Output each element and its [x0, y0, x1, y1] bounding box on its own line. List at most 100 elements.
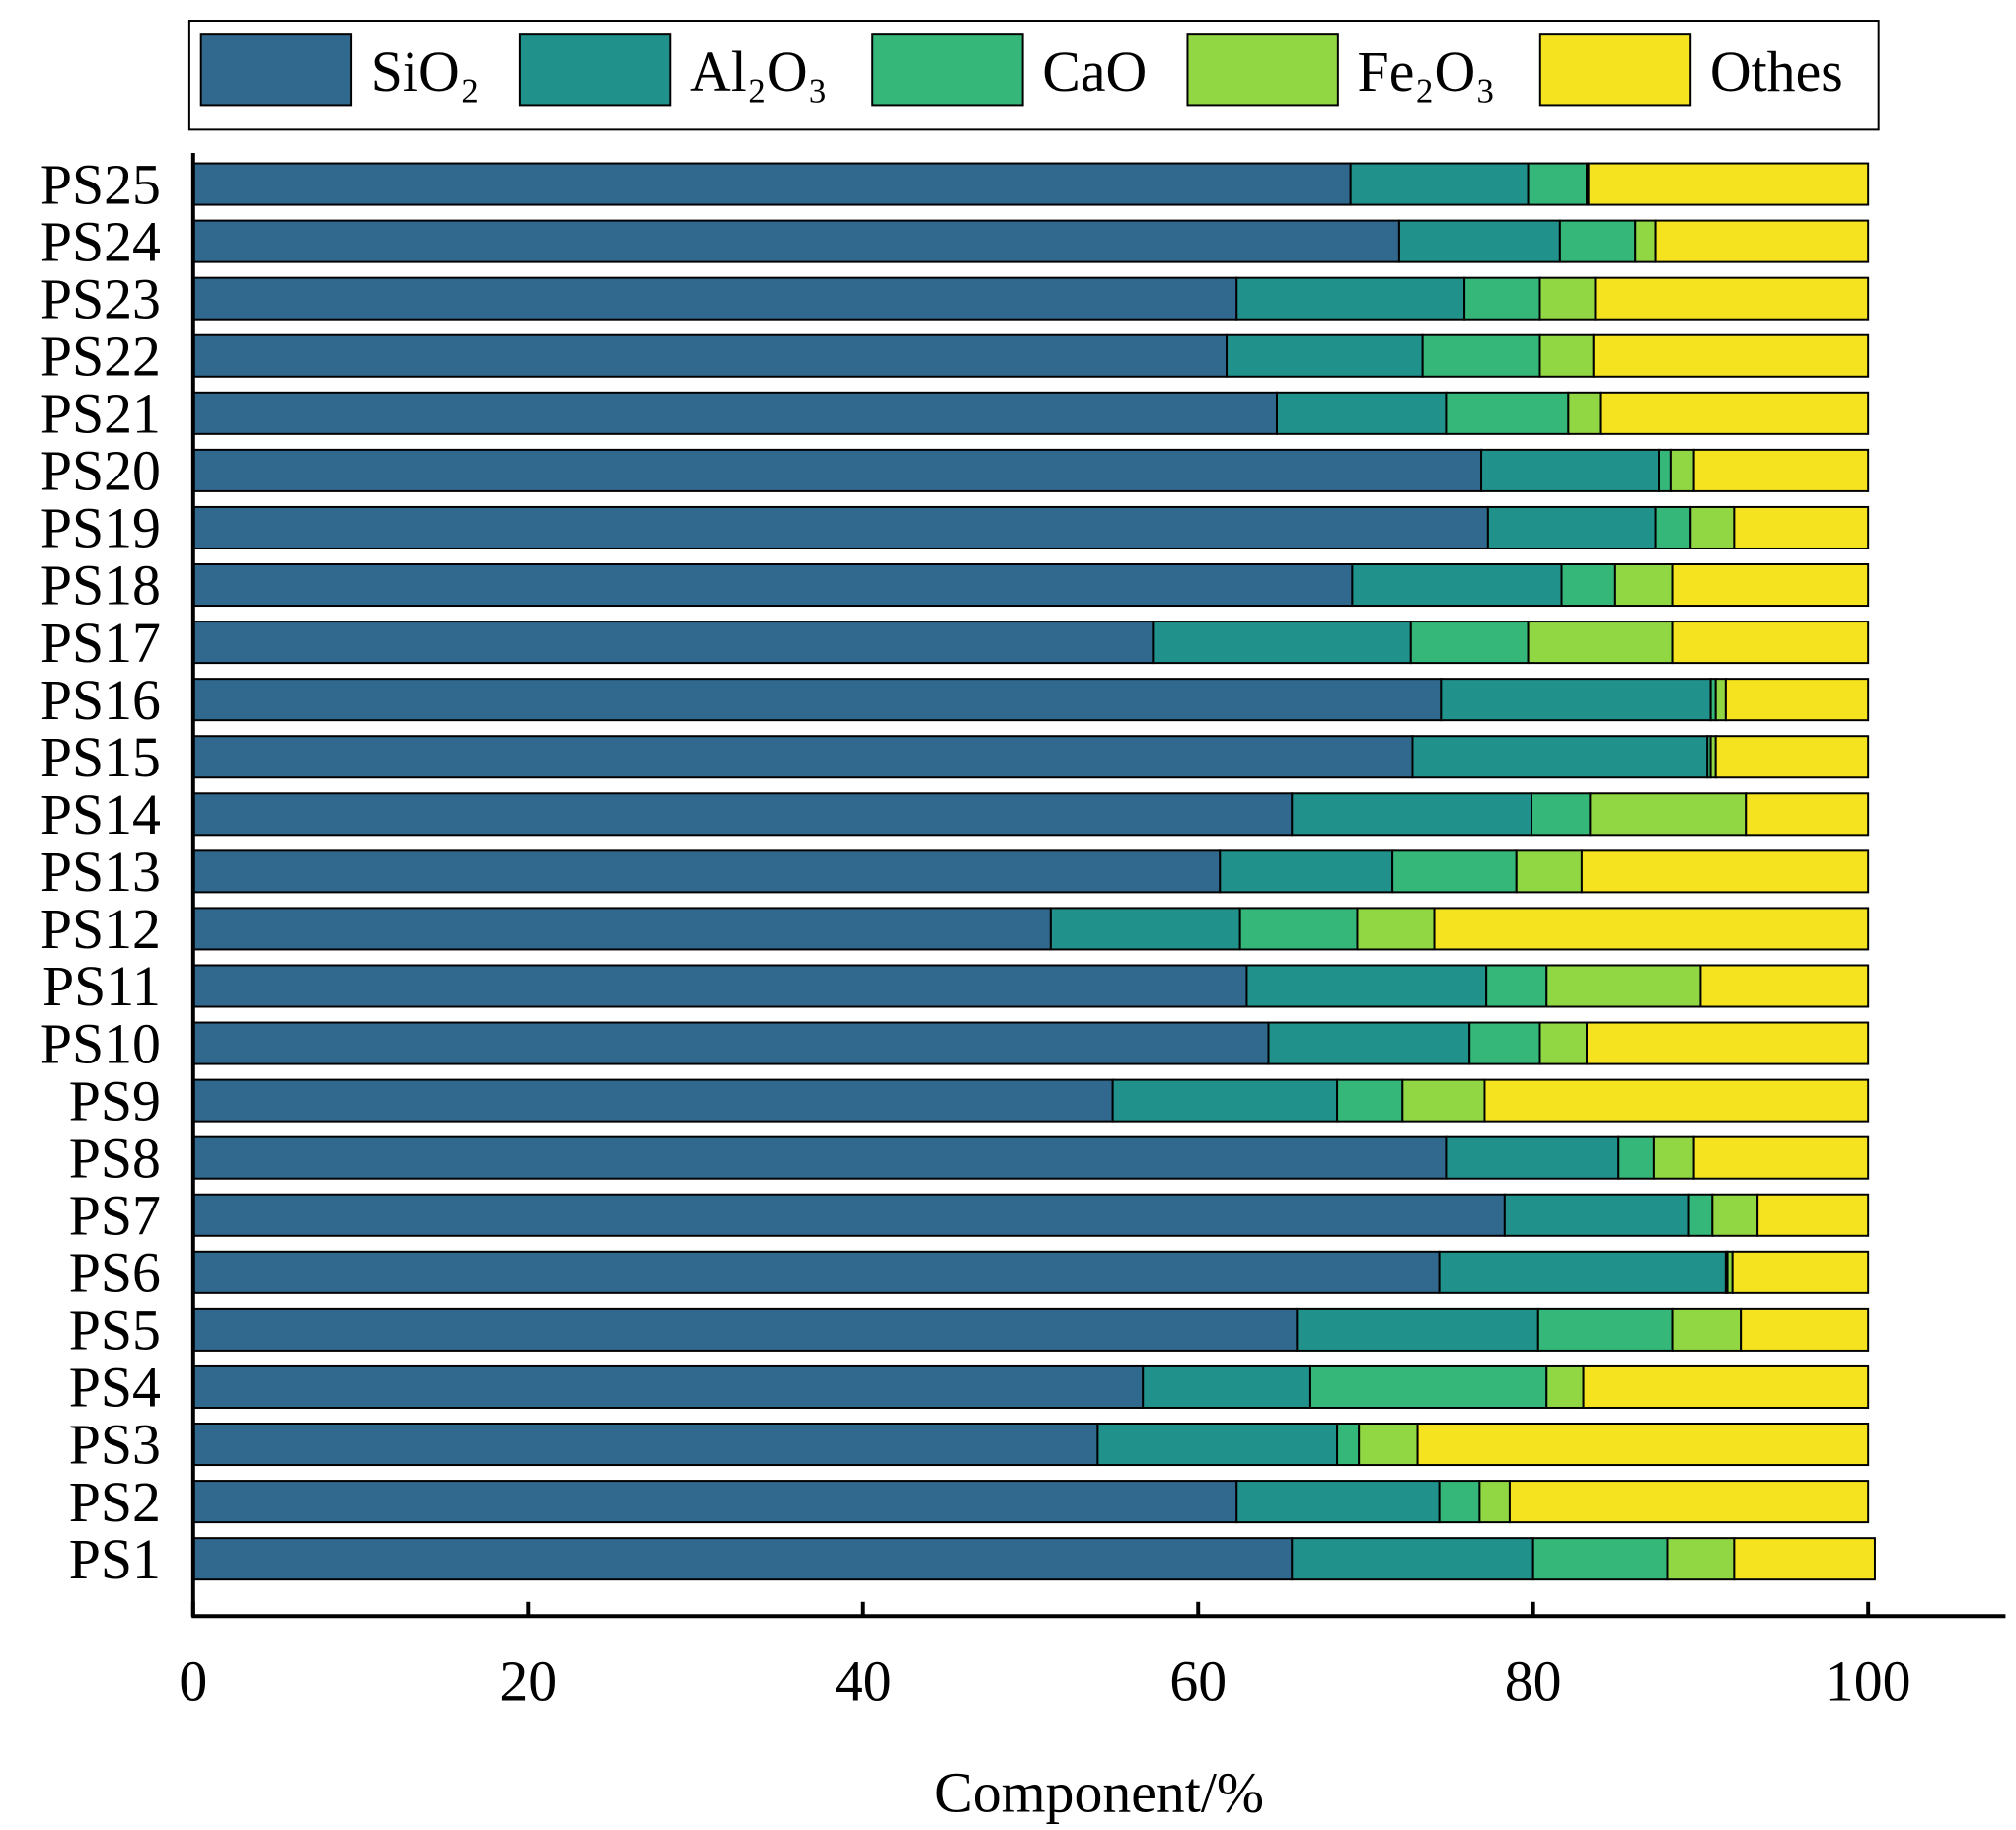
bar-ps13-series-3 [1515, 849, 1583, 894]
bar-ps18-series-1 [1351, 563, 1563, 608]
legend-swatch [1538, 33, 1692, 107]
y-tick-label: PS22 [40, 324, 161, 388]
bar-ps2-series-3 [1478, 1480, 1511, 1524]
y-tick-label: PS23 [40, 266, 161, 330]
bar-ps24-series-4 [1654, 219, 1870, 263]
bar-ps16-series-0 [191, 678, 1443, 722]
y-tick-label: PS15 [40, 725, 161, 789]
y-tick-label: PS4 [69, 1355, 161, 1420]
bar-ps6-series-1 [1438, 1250, 1727, 1294]
legend-label: CaO [1042, 39, 1147, 104]
y-tick-label: PS6 [69, 1241, 161, 1305]
bar-ps14-series-1 [1291, 792, 1532, 837]
bar-ps21-series-0 [191, 391, 1278, 435]
bar-ps20-series-4 [1692, 448, 1870, 492]
bar-ps1-series-2 [1531, 1537, 1669, 1581]
bar-ps22-series-4 [1592, 333, 1870, 378]
y-tick-label: PS19 [40, 496, 161, 560]
legend-label: SiO₂ [371, 39, 480, 104]
legend-swatch [199, 33, 353, 107]
bar-ps9-series-3 [1401, 1078, 1486, 1123]
bar-ps5-series-2 [1536, 1307, 1674, 1352]
bar-ps21-series-2 [1445, 391, 1570, 435]
bar-ps3-series-0 [191, 1423, 1099, 1467]
bar-ps10-series-4 [1586, 1021, 1870, 1065]
bar-ps9-series-4 [1483, 1078, 1870, 1123]
bar-ps1-series-3 [1666, 1537, 1736, 1581]
bar-ps7-series-1 [1503, 1193, 1690, 1237]
bar-ps8-series-3 [1652, 1135, 1695, 1180]
bar-ps1-series-1 [1291, 1537, 1534, 1581]
bar-ps11-series-0 [191, 964, 1248, 1008]
bar-ps11-series-3 [1545, 964, 1702, 1008]
bar-ps22-series-3 [1538, 333, 1595, 378]
bar-ps4-series-2 [1308, 1364, 1548, 1409]
bar-ps21-series-1 [1276, 391, 1448, 435]
bar-ps10-series-3 [1538, 1021, 1588, 1065]
legend: SiO₂ Al₂O₃ CaO Fe₂O₃ Othes [187, 20, 1880, 131]
bar-ps2-series-0 [191, 1480, 1238, 1524]
bar-ps13-series-2 [1391, 849, 1518, 894]
bar-ps9-series-0 [191, 1078, 1114, 1123]
bar-ps16-series-4 [1724, 678, 1870, 722]
bar-ps12-series-0 [191, 907, 1052, 951]
legend-swatch [871, 33, 1024, 107]
bar-ps5-series-0 [191, 1307, 1299, 1352]
bar-ps18-series-4 [1671, 563, 1870, 608]
bar-ps20-series-1 [1480, 448, 1660, 492]
y-tick-label: PS3 [69, 1413, 161, 1477]
bar-ps21-series-3 [1567, 391, 1602, 435]
bar-ps10-series-1 [1267, 1021, 1471, 1065]
bar-ps11-series-4 [1699, 964, 1870, 1008]
bar-ps12-series-1 [1049, 907, 1241, 951]
bar-ps4-series-1 [1142, 1364, 1311, 1409]
bar-ps13-series-0 [191, 849, 1222, 894]
bar-ps15-series-0 [191, 735, 1414, 779]
legend-label: Othes [1710, 39, 1843, 104]
bar-ps3-series-1 [1096, 1423, 1339, 1467]
y-tick-label: PS2 [69, 1470, 161, 1534]
bar-ps17-series-3 [1527, 621, 1674, 665]
bar-ps11-series-1 [1245, 964, 1488, 1008]
bar-ps5-series-1 [1296, 1307, 1539, 1352]
y-tick-label: PS17 [40, 611, 161, 675]
bar-ps22-series-1 [1226, 333, 1424, 378]
bar-ps21-series-4 [1599, 391, 1870, 435]
bar-ps19-series-1 [1486, 505, 1657, 549]
bar-ps9-series-1 [1111, 1078, 1339, 1123]
bar-ps18-series-3 [1613, 563, 1674, 608]
bar-ps12-series-4 [1433, 907, 1870, 951]
bar-ps15-series-4 [1714, 735, 1870, 779]
bar-ps23-series-0 [191, 276, 1238, 321]
bar-ps23-series-2 [1463, 276, 1541, 321]
bar-ps8-series-0 [191, 1135, 1448, 1180]
y-tick-label: PS24 [40, 209, 161, 273]
bar-ps1-series-0 [191, 1537, 1294, 1581]
bar-ps23-series-4 [1594, 276, 1870, 321]
bar-ps14-series-2 [1531, 792, 1592, 837]
y-tick-label: PS5 [69, 1298, 161, 1362]
bar-ps25-series-1 [1349, 162, 1530, 206]
bar-ps16-series-3 [1714, 678, 1727, 722]
y-tick-label: PS20 [40, 439, 161, 503]
bar-ps9-series-2 [1336, 1078, 1404, 1123]
bar-ps20-series-0 [191, 448, 1483, 492]
x-tick-label: 40 [835, 1649, 892, 1714]
x-tick-label: 80 [1505, 1649, 1562, 1714]
bar-ps12-series-2 [1238, 907, 1359, 951]
bars [191, 162, 1876, 1581]
bar-ps1-series-4 [1733, 1537, 1876, 1581]
bar-ps7-series-0 [191, 1193, 1506, 1237]
bar-ps19-series-2 [1654, 505, 1692, 549]
bar-ps12-series-3 [1356, 907, 1436, 951]
x-ticks: 0 20 40 60 80 100 [179, 1601, 1911, 1714]
bar-ps10-series-2 [1468, 1021, 1541, 1065]
bar-ps24-series-1 [1397, 219, 1561, 263]
bar-ps18-series-2 [1560, 563, 1616, 608]
bar-ps17-series-1 [1152, 621, 1412, 665]
bar-ps24-series-3 [1634, 219, 1657, 263]
bar-ps25-series-4 [1587, 162, 1870, 206]
bar-ps18-series-0 [191, 563, 1354, 608]
axes [190, 153, 2006, 1619]
bar-ps5-series-3 [1671, 1307, 1743, 1352]
